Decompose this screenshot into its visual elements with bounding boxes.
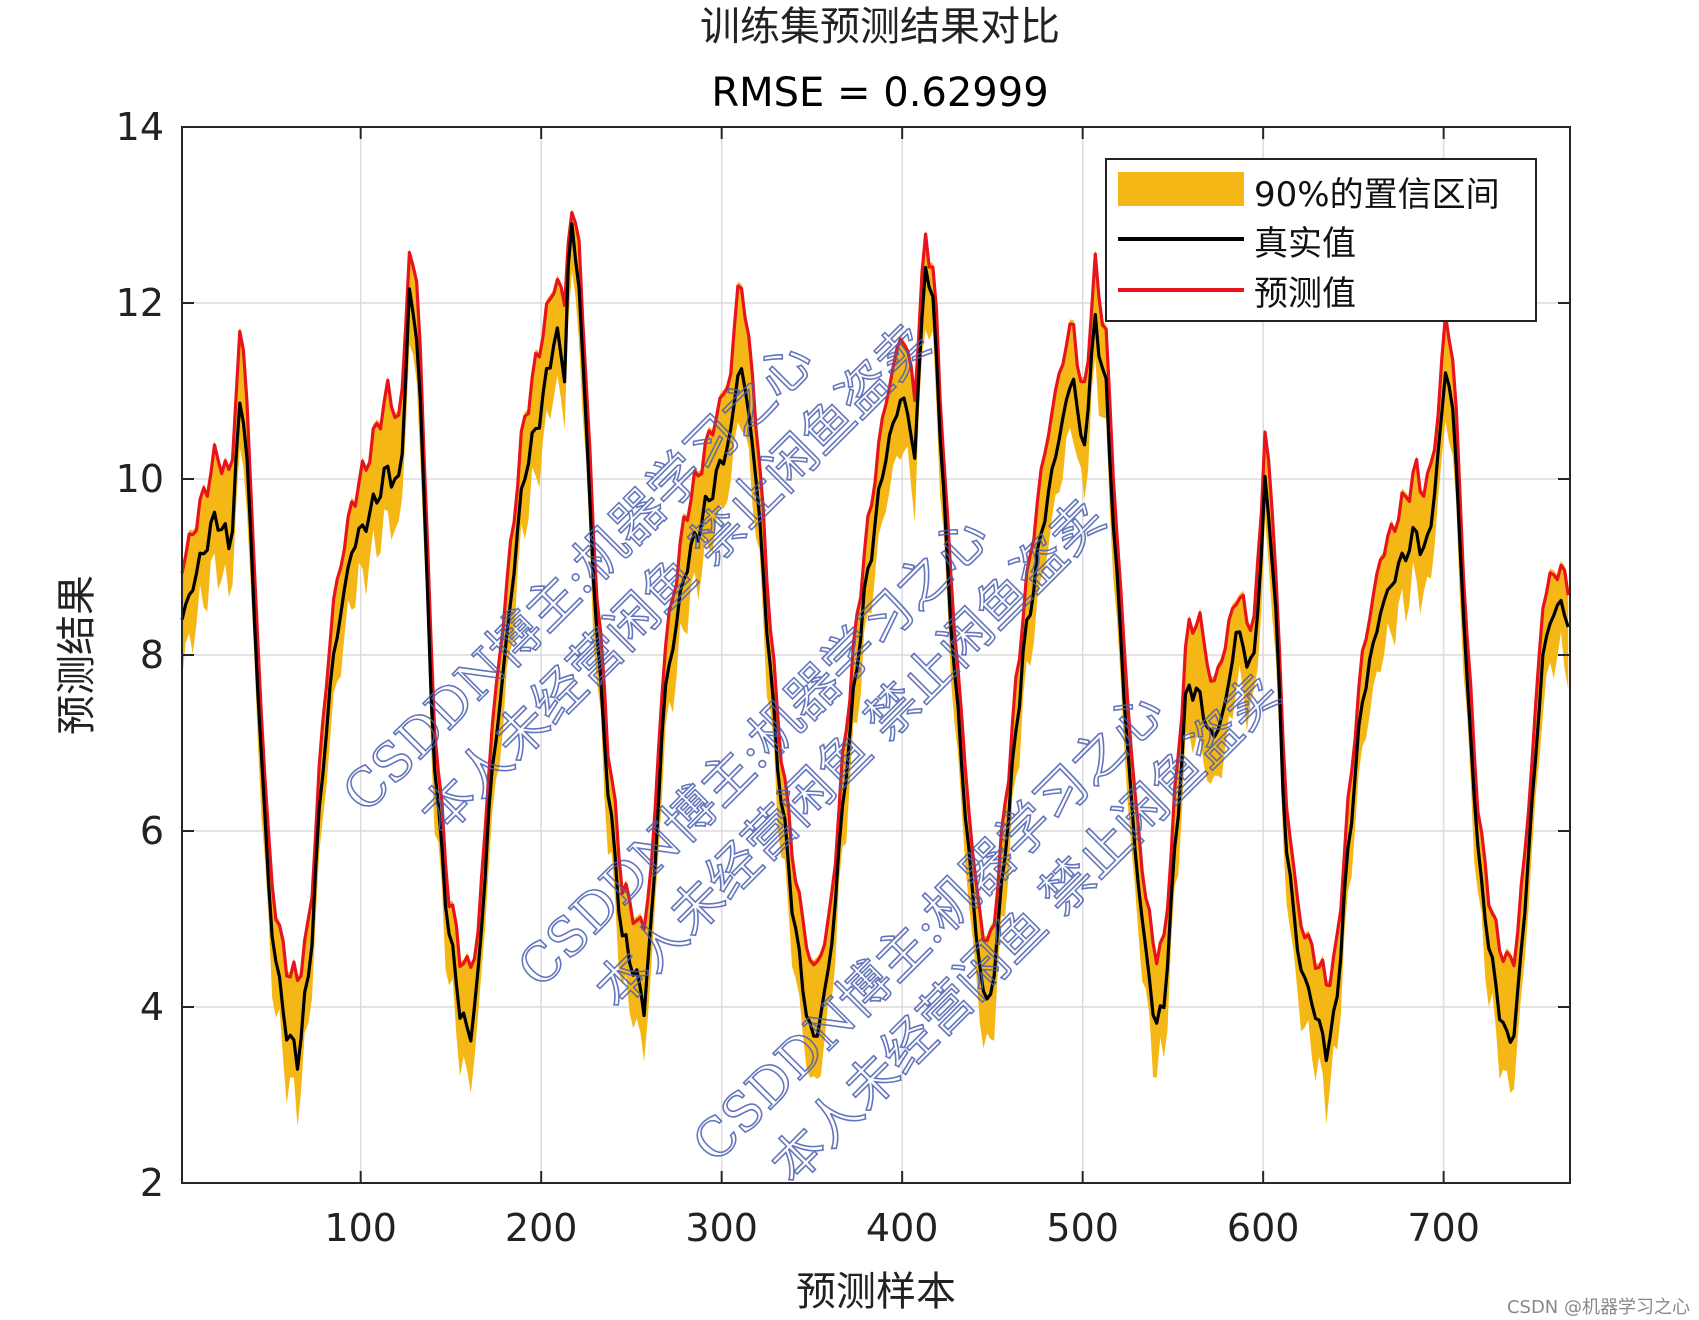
y-tick-label: 12 (116, 281, 164, 325)
series-layer (180, 211, 1570, 1071)
x-axis-label: 预测样本 (796, 1269, 956, 1315)
y-axis-label: 预测结果 (54, 575, 100, 735)
chart-subtitle: RMSE = 0.62999 (711, 70, 1048, 116)
legend-label-band: 90%的置信区间 (1254, 175, 1500, 215)
y-tick-label: 10 (116, 457, 164, 501)
legend: 90%的置信区间 真实值 预测值 (1105, 158, 1537, 322)
confidence-band-layer (182, 208, 1569, 1127)
x-tick-label: 300 (685, 1206, 758, 1250)
y-tick-label: 6 (140, 809, 164, 853)
x-tick-label: 200 (505, 1206, 578, 1250)
legend-label-pred: 预测值 (1254, 274, 1356, 314)
x-tick-label: 600 (1227, 1206, 1300, 1250)
legend-swatch-band (1118, 172, 1244, 206)
x-tick-label: 100 (324, 1206, 397, 1250)
watermark: CSDDN博主:机器学习之心 本人未经营闲鱼 禁止闲鱼盗卖 CSDDN博主:机器… (331, 312, 1293, 1196)
legend-label-true: 真实值 (1254, 224, 1356, 264)
y-tick-label: 2 (140, 1161, 164, 1205)
ticks: 100 200 300 400 500 600 700 2 4 6 8 10 12 14 (116, 105, 1570, 1250)
series-line-predicted (180, 211, 1570, 988)
chart-title: 训练集预测结果对比 (700, 4, 1060, 50)
y-tick-label: 8 (140, 633, 164, 677)
x-tick-label: 400 (866, 1206, 939, 1250)
confidence-band (182, 208, 1569, 1127)
x-tick-label: 500 (1046, 1206, 1119, 1250)
y-tick-label: 14 (116, 105, 164, 149)
y-tick-label: 4 (140, 985, 164, 1029)
x-tick-label: 700 (1407, 1206, 1480, 1250)
footer-credit: CSDN @机器学习之心 (1507, 1297, 1690, 1318)
series-line-true (180, 222, 1570, 1071)
